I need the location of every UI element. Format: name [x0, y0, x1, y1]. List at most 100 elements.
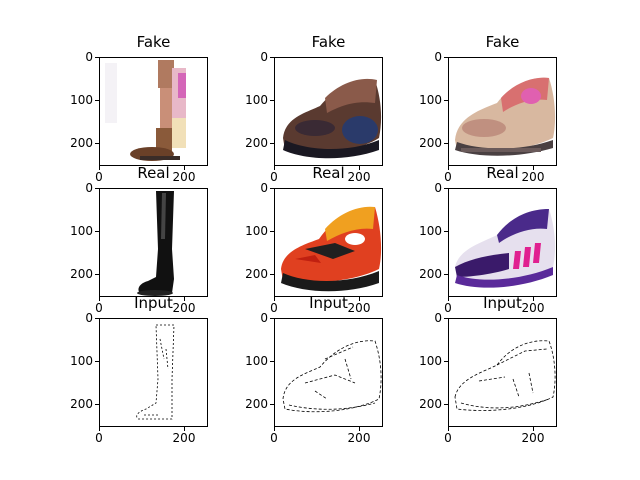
x-tick-label: 200: [521, 431, 545, 445]
panel-title: Fake: [485, 33, 520, 51]
x-tick-mark: [274, 427, 275, 431]
y-tick-label: 200: [419, 267, 442, 281]
x-tick-mark: [448, 166, 449, 170]
panel-fake-1: Fake 0 100 200 0 200: [70, 33, 208, 183]
x-tick-label: 0: [270, 170, 278, 184]
y-tick-label: 0: [85, 311, 93, 325]
panel-fake-2: Fake 0 100 200 0 200: [245, 33, 383, 183]
y-tick-label: 100: [419, 93, 442, 107]
edge-boot-image: [136, 324, 175, 420]
x-tick-label: 0: [95, 301, 103, 315]
x-tick-mark: [99, 297, 100, 301]
y-tick-label: 200: [245, 136, 268, 150]
x-tick-mark: [274, 297, 275, 301]
panel-input-3: Input 0 100 200 0 200: [419, 294, 557, 444]
y-tick-label: 0: [85, 181, 93, 195]
panel-title: Real: [312, 164, 345, 182]
x-tick-label: 0: [270, 431, 278, 445]
x-tick-label: 0: [444, 301, 452, 315]
y-tick-mark: [270, 274, 274, 275]
x-tick-mark: [533, 427, 534, 431]
y-tick-mark: [95, 57, 99, 58]
panel-fake-3: Fake 0 100 200 0 200: [419, 33, 557, 183]
y-tick-mark: [270, 404, 274, 405]
image-frame: [448, 318, 557, 427]
panel-input-1: Input 0 100 200 0 200: [70, 294, 208, 444]
edge-cleat-image: [454, 340, 556, 411]
image-frame: [274, 188, 383, 297]
y-tick-label: 0: [260, 50, 268, 64]
panel-title: Real: [486, 164, 519, 182]
y-tick-label: 0: [434, 181, 442, 195]
y-tick-label: 100: [70, 93, 93, 107]
x-tick-mark: [533, 297, 534, 301]
y-tick-label: 100: [245, 224, 268, 238]
panel-real-1: Real 0 100 200 0 200: [70, 164, 208, 314]
image-frame: [99, 57, 208, 166]
x-tick-mark: [448, 427, 449, 431]
y-tick-mark: [444, 188, 448, 189]
x-tick-mark: [184, 427, 185, 431]
y-tick-mark: [444, 361, 448, 362]
x-tick-mark: [99, 166, 100, 170]
x-tick-label: 0: [95, 170, 103, 184]
x-tick-mark: [359, 297, 360, 301]
y-tick-mark: [95, 231, 99, 232]
x-tick-mark: [359, 427, 360, 431]
y-tick-mark: [444, 404, 448, 405]
panel-title: Fake: [311, 33, 346, 51]
y-tick-label: 0: [85, 50, 93, 64]
x-tick-mark: [448, 297, 449, 301]
y-tick-label: 200: [70, 397, 93, 411]
x-tick-mark: [184, 166, 185, 170]
y-tick-label: 100: [245, 93, 268, 107]
x-tick-mark: [533, 166, 534, 170]
x-tick-label: 0: [444, 170, 452, 184]
image-frame: [274, 57, 383, 166]
y-tick-mark: [95, 404, 99, 405]
x-tick-label: 200: [172, 301, 196, 315]
y-tick-mark: [95, 188, 99, 189]
y-tick-mark: [270, 231, 274, 232]
x-tick-label: 200: [347, 301, 371, 315]
panel-title: Input: [483, 294, 522, 312]
y-tick-mark: [270, 188, 274, 189]
y-tick-label: 200: [245, 397, 268, 411]
fake-boot-image: [105, 60, 186, 161]
y-tick-mark: [444, 57, 448, 58]
y-tick-label: 200: [419, 136, 442, 150]
fake-sneaker-light-image: [455, 77, 556, 156]
y-tick-mark: [444, 274, 448, 275]
y-tick-mark: [444, 318, 448, 319]
image-frame: [274, 318, 383, 427]
panel-title: Input: [309, 294, 348, 312]
real-boot-image: [137, 191, 174, 296]
y-tick-mark: [444, 231, 448, 232]
y-tick-mark: [95, 274, 99, 275]
x-tick-label: 200: [521, 170, 545, 184]
panel-title: Fake: [136, 33, 171, 51]
y-tick-mark: [270, 361, 274, 362]
x-tick-label: 0: [270, 301, 278, 315]
y-tick-label: 200: [419, 397, 442, 411]
image-frame: [99, 188, 208, 297]
y-tick-label: 0: [260, 311, 268, 325]
x-tick-label: 0: [444, 431, 452, 445]
y-tick-label: 200: [70, 136, 93, 150]
panel-title: Real: [137, 164, 170, 182]
real-sneaker-red-image: [281, 206, 382, 292]
x-tick-label: 0: [95, 431, 103, 445]
image-frame: [448, 188, 557, 297]
y-tick-label: 100: [245, 354, 268, 368]
y-tick-mark: [444, 143, 448, 144]
panel-real-2: Real 0 100 200 0 200: [245, 164, 383, 314]
y-tick-label: 100: [70, 224, 93, 238]
y-tick-mark: [270, 318, 274, 319]
y-tick-label: 200: [245, 267, 268, 281]
y-tick-label: 100: [419, 354, 442, 368]
x-tick-mark: [274, 166, 275, 170]
y-tick-mark: [270, 100, 274, 101]
panel-title: Input: [134, 294, 173, 312]
image-frame: [448, 57, 557, 166]
y-tick-mark: [444, 100, 448, 101]
